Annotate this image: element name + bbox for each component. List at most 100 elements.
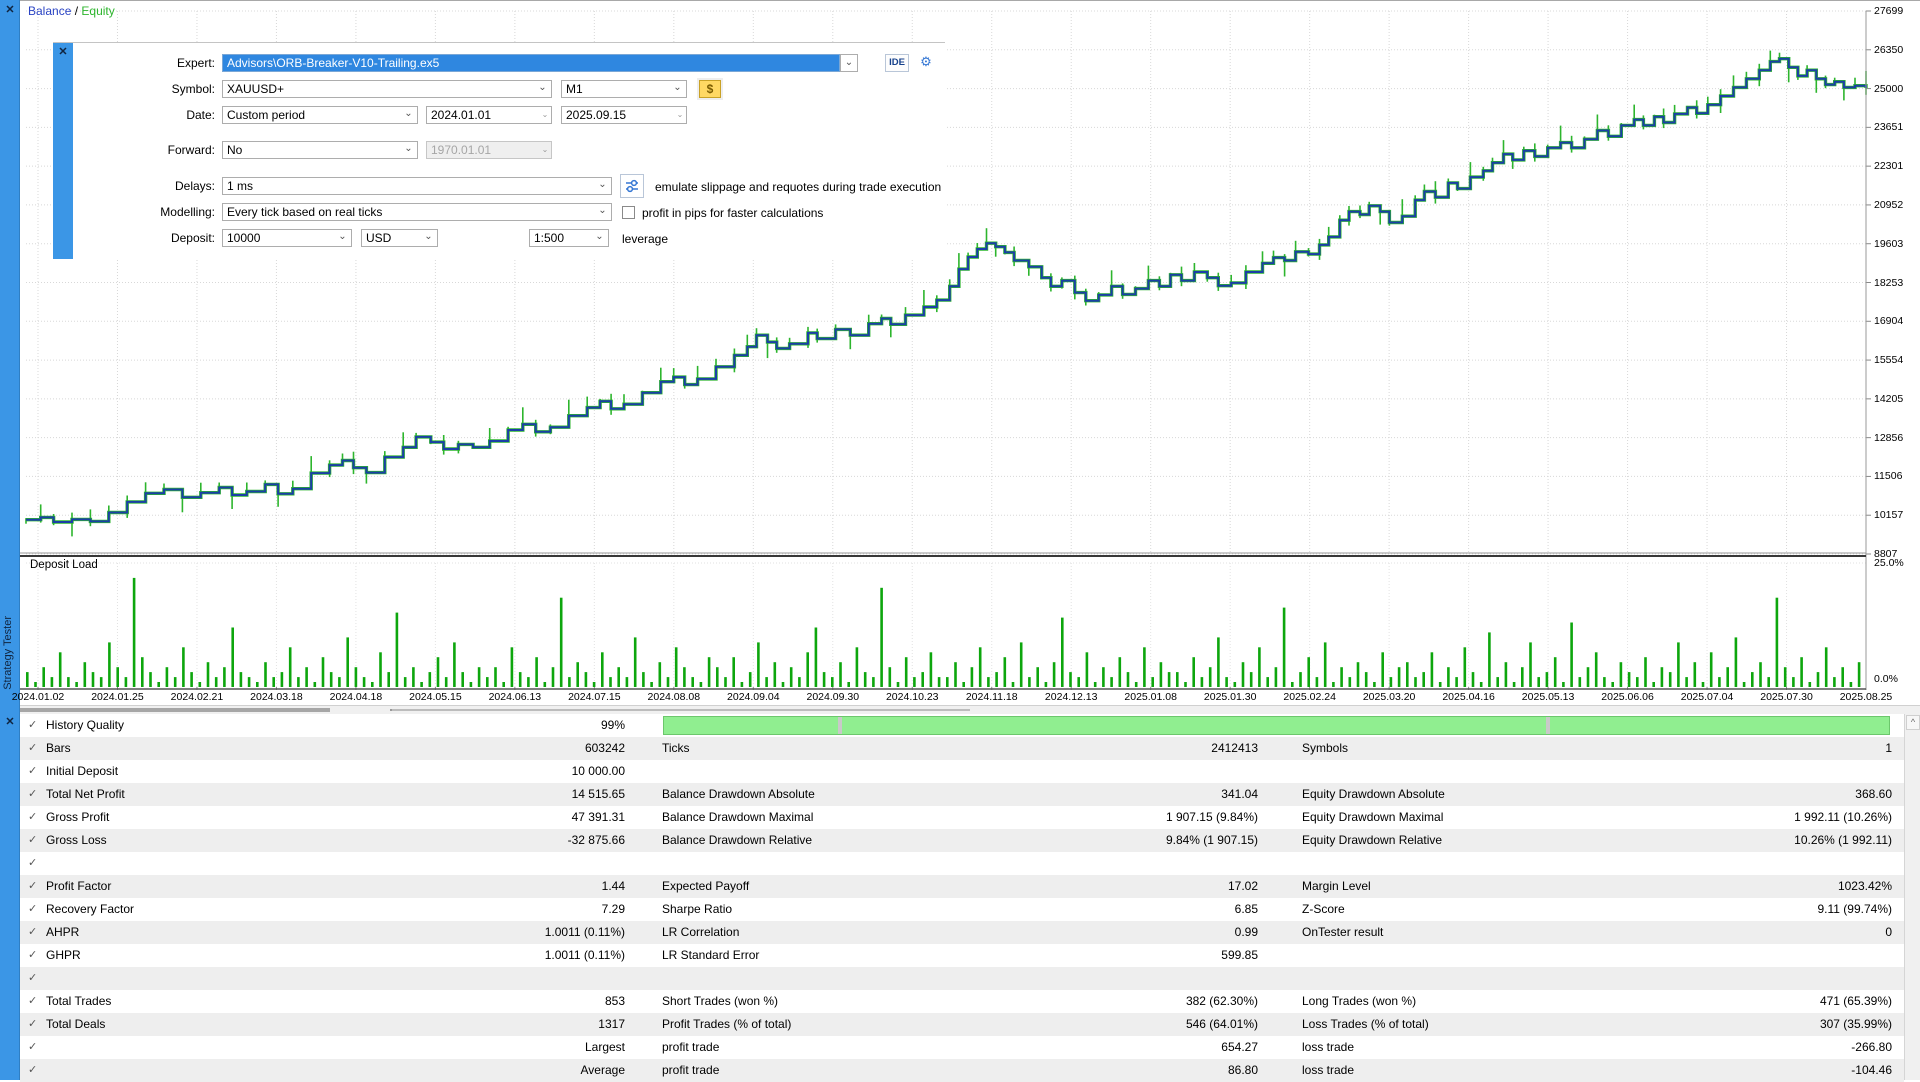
- table-cell-value: 6.85: [1234, 902, 1258, 916]
- check-icon[interactable]: ✓: [28, 926, 38, 938]
- chevron-down-icon[interactable]: ⌄: [598, 205, 607, 216]
- table-cell-value: 599.85: [1221, 948, 1258, 962]
- period-select[interactable]: M1 ⌄: [561, 80, 687, 98]
- table-row[interactable]: ✓ Total Net Profit 14 515.65 Balance Drawdo…: [20, 783, 1904, 806]
- chevron-down-icon[interactable]: ⌄: [673, 82, 682, 93]
- x-axis-date-label: 2024.11.18: [965, 691, 1018, 703]
- check-icon[interactable]: ✓: [28, 742, 38, 754]
- check-icon[interactable]: ✓: [28, 719, 38, 731]
- chevron-down-icon[interactable]: ⌄: [538, 82, 547, 93]
- check-icon[interactable]: ✓: [28, 1041, 38, 1053]
- y-axis-tick-label: 11506: [1874, 470, 1903, 483]
- table-cell-label: Symbols: [1302, 741, 1349, 755]
- chart-horizontal-scrollbar[interactable]: [20, 705, 1920, 714]
- scroll-up-icon[interactable]: ^: [1906, 715, 1920, 730]
- check-icon[interactable]: ✓: [28, 949, 38, 961]
- table-row[interactable]: ✓ Profit Factor 1.44 Expected Payoff 17.02 Ma…: [20, 875, 1904, 898]
- x-axis-date-label: 2024.09.30: [806, 691, 860, 703]
- x-axis-date-label: 2024.01.02: [11, 691, 65, 703]
- check-icon[interactable]: ✓: [28, 788, 38, 800]
- date-mode-select[interactable]: Custom period ⌄: [222, 106, 418, 124]
- table-cell-value: 7.29: [601, 902, 625, 916]
- chevron-down-icon[interactable]: ⌄: [404, 143, 413, 154]
- table-row[interactable]: ✓: [20, 852, 1904, 875]
- check-icon[interactable]: ✓: [28, 834, 38, 846]
- scrollbar-track-segment: [390, 709, 970, 711]
- check-icon[interactable]: ✓: [28, 903, 38, 915]
- table-row[interactable]: ✓ Recovery Factor 7.29 Sharpe Ratio 6.85 Z-Sc…: [20, 898, 1904, 921]
- table-cell-value: 546 (64.01%): [1185, 1017, 1258, 1031]
- chevron-down-icon[interactable]: ⌄: [404, 108, 413, 119]
- table-row[interactable]: ✓ Bars 603242 Ticks 2412413 Symbols 1: [20, 737, 1904, 760]
- ide-button[interactable]: IDE: [885, 54, 909, 72]
- chevron-down-icon[interactable]: ⌄: [840, 54, 858, 72]
- check-icon[interactable]: ✓: [28, 1064, 38, 1076]
- settings-drag-bar[interactable]: ✕: [53, 43, 73, 259]
- check-icon[interactable]: ✓: [28, 880, 38, 892]
- chevron-down-icon[interactable]: ⌄: [598, 179, 607, 190]
- table-vertical-scrollbar[interactable]: ^: [1904, 714, 1920, 1080]
- deposit-select[interactable]: 10000 ⌄: [222, 229, 352, 247]
- check-icon[interactable]: ✓: [28, 995, 38, 1007]
- table-row[interactable]: ✓ GHPR 1.0011 (0.11%) LR Standard Error 599.…: [20, 944, 1904, 967]
- check-icon[interactable]: ✓: [28, 811, 38, 823]
- check-icon[interactable]: ✓: [28, 857, 38, 869]
- table-cell-value: 1023.42%: [1837, 879, 1892, 893]
- table-cell-label: History Quality: [46, 718, 125, 732]
- legend-balance[interactable]: Balance: [28, 4, 72, 18]
- table-row[interactable]: ✓ AHPR 1.0011 (0.11%) LR Correlation 0.99 OnT…: [20, 921, 1904, 944]
- table-row[interactable]: ✓ Gross Profit 47 391.31 Balance Drawdown M…: [20, 806, 1904, 829]
- pips-checkbox[interactable]: [622, 206, 635, 219]
- y-axis-tick-label: 19603: [1874, 237, 1904, 250]
- deposit-axis-min: 0.0%: [1874, 673, 1898, 685]
- table-cell-value: 1 992.11 (10.26%): [1794, 810, 1892, 824]
- table-row[interactable]: ✓ Initial Deposit 10 000.00: [20, 760, 1904, 783]
- chevron-down-icon[interactable]: ⌄: [338, 231, 347, 242]
- date-from-field[interactable]: 2024.01.01 ⌄: [426, 106, 552, 124]
- chevron-down-icon[interactable]: ⌄: [424, 231, 433, 242]
- table-cell-value: 9.84% (1 907.15): [1165, 833, 1258, 847]
- chevron-down-icon[interactable]: ⌄: [541, 110, 549, 119]
- table-row[interactable]: ✓ Total Deals 1317 Profit Trades (% of tota…: [20, 1013, 1904, 1036]
- close-icon[interactable]: ✕: [58, 46, 68, 58]
- table-cell-value: 307 (35.99%): [1819, 1017, 1892, 1031]
- table-cell-label: Gross Loss: [46, 833, 107, 847]
- date-to-field[interactable]: 2025.09.15 ⌄: [561, 106, 687, 124]
- table-cell-value: 47 391.31: [571, 810, 625, 824]
- check-icon[interactable]: ✓: [28, 765, 38, 777]
- modelling-select[interactable]: Every tick based on real ticks ⌄: [222, 203, 612, 221]
- table-row[interactable]: ✓ History Quality 99%: [20, 714, 1904, 737]
- table-cell-label: Total Deals: [46, 1017, 106, 1031]
- table-cell-value: 86.80: [1227, 1063, 1258, 1077]
- table-cell-value: 853: [604, 994, 625, 1008]
- leverage-select[interactable]: 1:500 ⌄: [529, 229, 609, 247]
- close-icon[interactable]: ✕: [5, 716, 15, 728]
- slippage-settings-icon[interactable]: [620, 174, 644, 198]
- legend-equity[interactable]: Equity: [81, 4, 115, 18]
- forward-mode-select[interactable]: No ⌄: [222, 141, 418, 159]
- table-cell-label: Total Net Profit: [46, 787, 125, 801]
- table-row[interactable]: ✓ Gross Loss -32 875.66 Balance Drawdown Re…: [20, 829, 1904, 852]
- delays-select[interactable]: 1 ms ⌄: [222, 177, 612, 195]
- expert-select[interactable]: Advisors\ORB-Breaker-V10-Trailing.ex5: [222, 54, 840, 72]
- close-icon[interactable]: ✕: [5, 4, 15, 16]
- chevron-down-icon[interactable]: ⌄: [595, 231, 604, 242]
- table-row[interactable]: ✓: [20, 967, 1904, 990]
- y-axis-tick-label: 27699: [1874, 5, 1904, 17]
- pips-checkbox-label: profit in pips for faster calculations: [642, 206, 824, 220]
- table-row[interactable]: ✓ Average profit trade 86.80 loss trade -104.…: [20, 1059, 1904, 1082]
- check-icon[interactable]: ✓: [28, 1018, 38, 1030]
- currency-select[interactable]: USD ⌄: [361, 229, 438, 247]
- chevron-down-icon[interactable]: ⌄: [676, 110, 684, 119]
- balance-chart-panel: Balance / Equity 27699 26350 25000 23651 223…: [20, 0, 1920, 691]
- dollar-icon[interactable]: $: [699, 80, 721, 98]
- table-row[interactable]: ✓ Total Trades 853 Short Trades (won %) 382 …: [20, 990, 1904, 1013]
- symbol-select[interactable]: XAUUSD+ ⌄: [222, 80, 552, 98]
- table-row[interactable]: ✓ Largest profit trade 654.27 loss trade -266…: [20, 1036, 1904, 1059]
- tester-settings-panel: ✕ Expert: Advisors\ORB-Breaker-V10-Trail…: [53, 42, 945, 259]
- scrollbar-thumb[interactable]: [20, 708, 330, 712]
- table-cell-value: Average: [580, 1063, 625, 1077]
- gear-icon[interactable]: ⚙: [920, 54, 932, 69]
- check-icon[interactable]: ✓: [28, 972, 38, 984]
- table-cell-label: Long Trades (won %): [1302, 994, 1417, 1008]
